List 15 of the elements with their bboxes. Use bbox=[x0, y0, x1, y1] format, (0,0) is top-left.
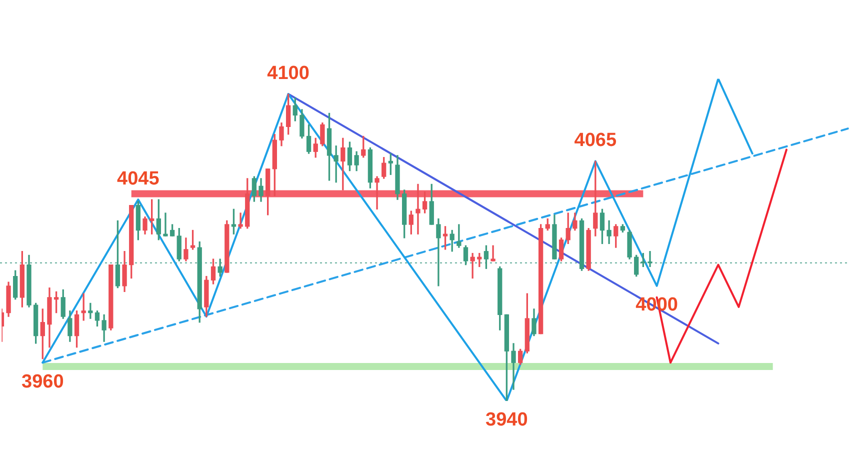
candlestick bbox=[511, 343, 516, 390]
candlestick bbox=[416, 184, 420, 234]
candlestick bbox=[456, 224, 462, 248]
candlestick bbox=[163, 212, 168, 236]
candlestick bbox=[436, 218, 441, 286]
annotation: 3940 bbox=[486, 410, 528, 431]
candlestick bbox=[470, 252, 475, 279]
annotation: 4065 bbox=[574, 130, 617, 151]
candlestick bbox=[648, 251, 652, 268]
candlestick bbox=[238, 212, 243, 229]
candlestick bbox=[374, 176, 380, 210]
annotation: 3960 bbox=[22, 371, 64, 392]
annotation: 4045 bbox=[117, 168, 160, 190]
candlestick bbox=[490, 245, 496, 262]
annotation: 4100 bbox=[267, 62, 310, 84]
